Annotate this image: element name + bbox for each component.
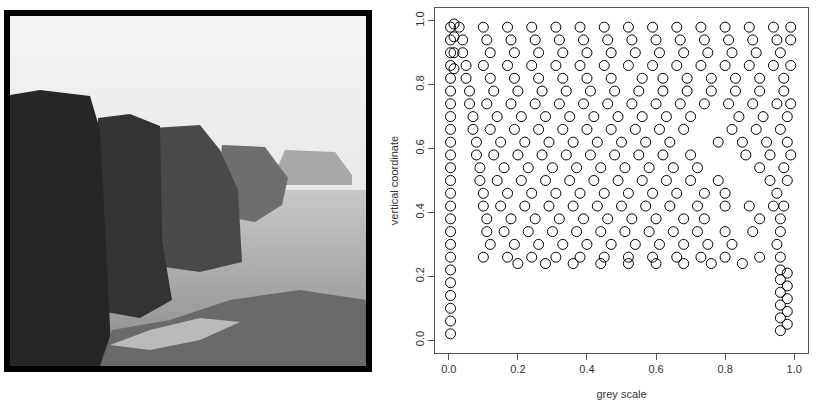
svg-text:0.4: 0.4 — [579, 363, 594, 375]
svg-text:0.6: 0.6 — [414, 139, 426, 154]
svg-text:0.8: 0.8 — [414, 75, 426, 90]
svg-text:1.0: 1.0 — [414, 11, 426, 26]
svg-text:0.0: 0.0 — [441, 363, 456, 375]
svg-text:0.4: 0.4 — [414, 203, 426, 218]
svg-text:vertical coordinate: vertical coordinate — [388, 136, 400, 225]
svg-text:1.0: 1.0 — [787, 363, 802, 375]
svg-text:grey scale: grey scale — [596, 388, 646, 400]
svg-text:0.6: 0.6 — [648, 363, 663, 375]
svg-text:0.8: 0.8 — [717, 363, 732, 375]
svg-text:0.2: 0.2 — [414, 267, 426, 282]
svg-text:0.2: 0.2 — [510, 363, 525, 375]
svg-text:0.0: 0.0 — [414, 331, 426, 346]
